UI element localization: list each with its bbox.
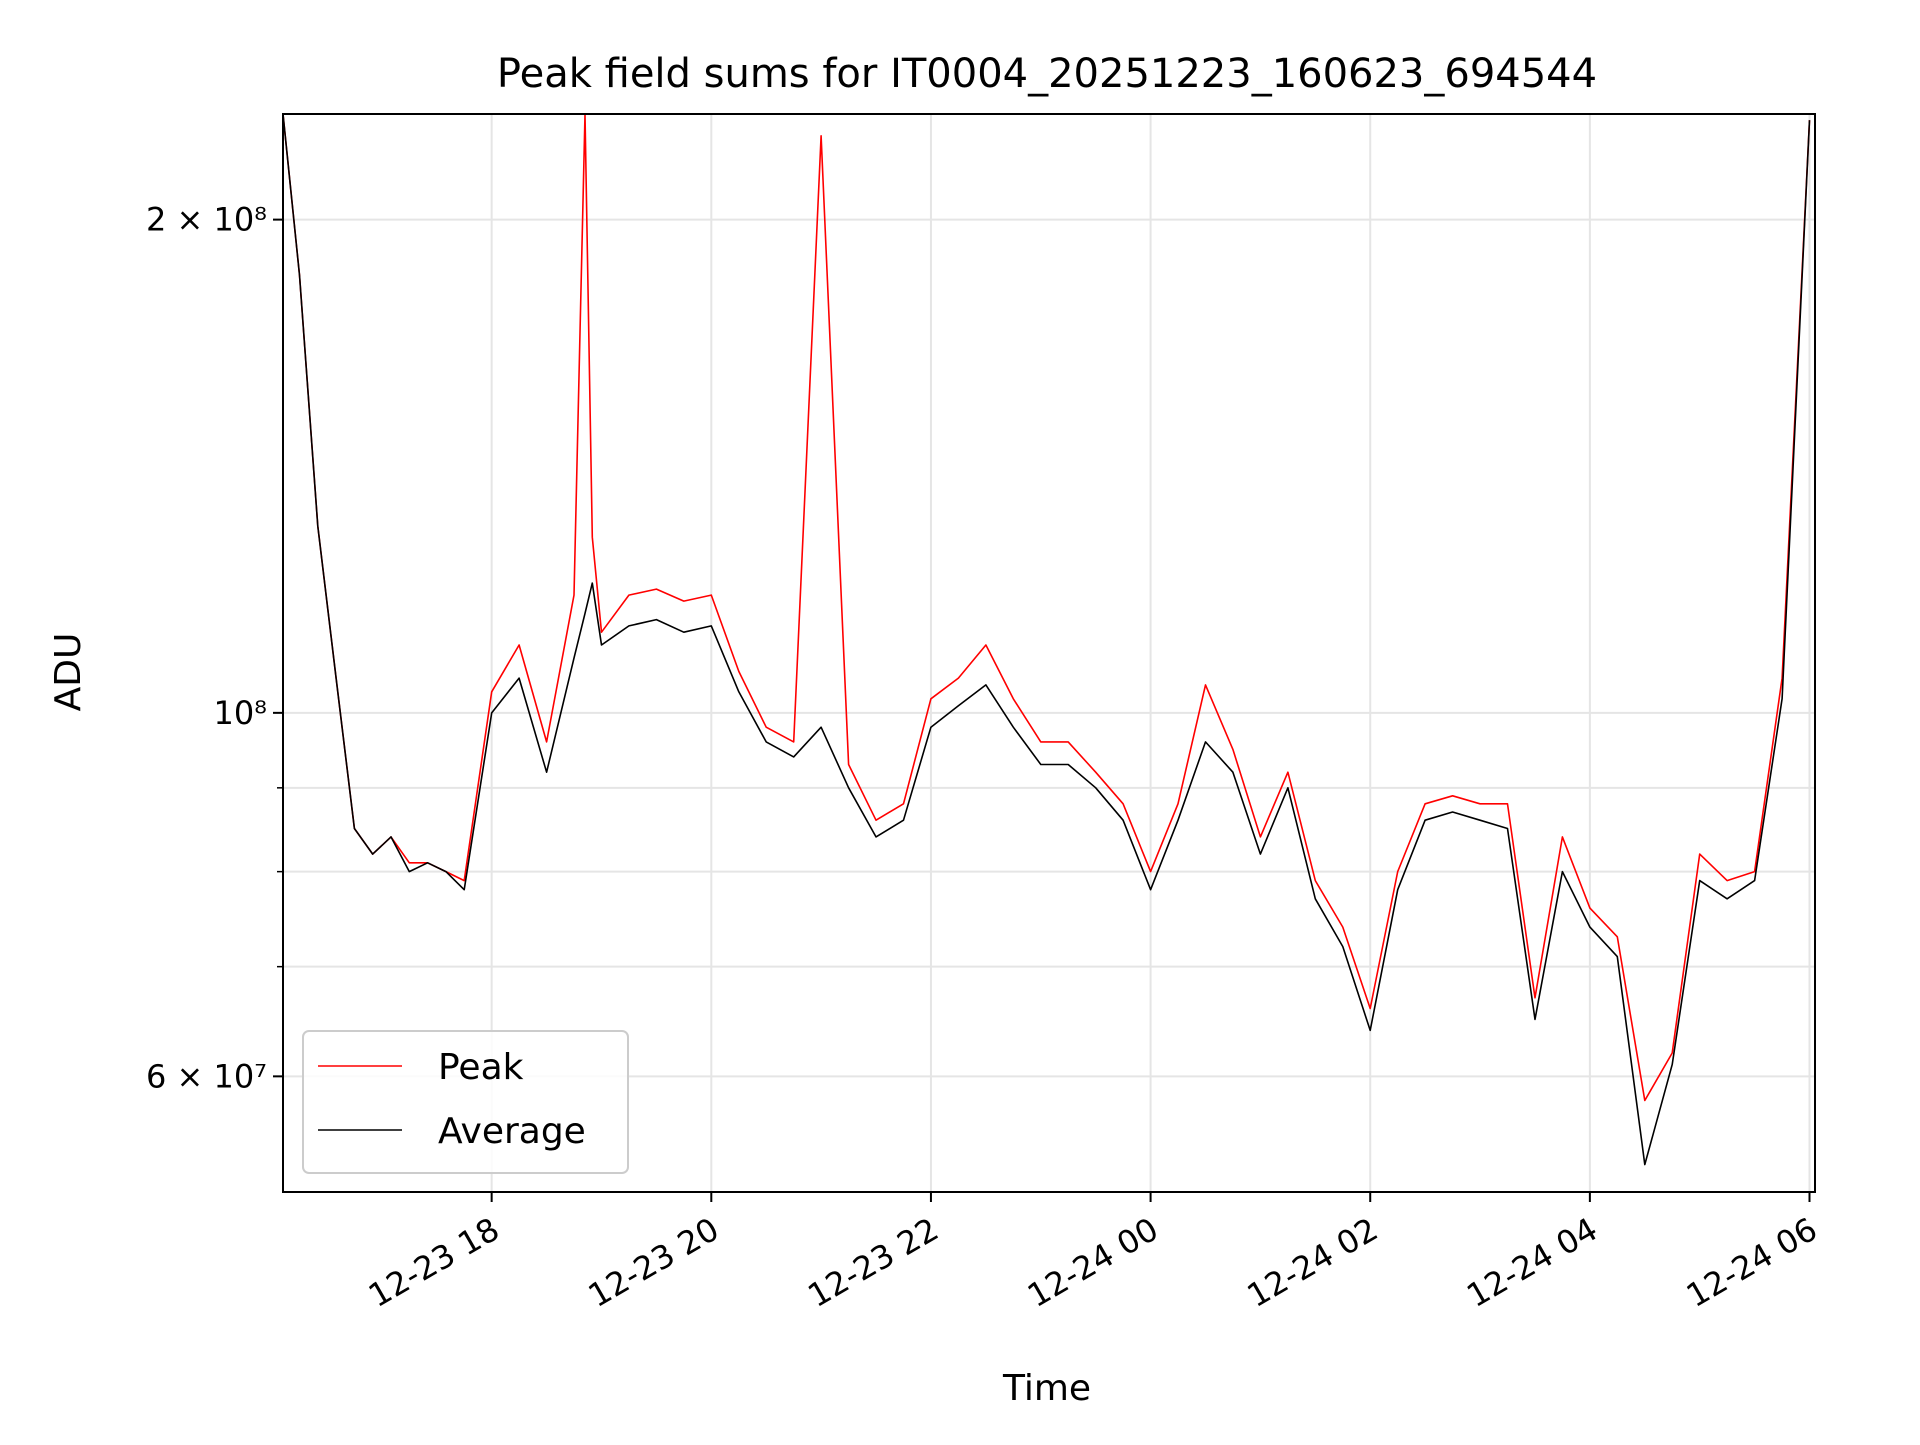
legend-label-average: Average — [438, 1111, 586, 1152]
x-tick-label: 12-24 06 — [1680, 1210, 1824, 1315]
x-tick-label: 12-23 18 — [362, 1210, 506, 1315]
y-axis-ticks: 2 × 10⁸ 10⁸ 6 × 10⁷ — [146, 201, 283, 1095]
x-tick-label: 12-24 00 — [1021, 1210, 1165, 1315]
chart-title: Peak field sums for IT0004_20251223_1606… — [497, 51, 1597, 97]
legend: Peak Average — [302, 1030, 629, 1174]
x-tick-label: 12-24 04 — [1460, 1210, 1604, 1315]
legend-label-peak: Peak — [438, 1047, 524, 1088]
y-tick-label: 6 × 10⁷ — [146, 1057, 267, 1095]
series-line-peak — [283, 114, 1811, 1102]
y-tick-label: 10⁸ — [213, 694, 267, 732]
series-line-average — [283, 114, 1811, 1166]
y-tick-label: 2 × 10⁸ — [146, 201, 267, 239]
x-tick-label: 12-23 20 — [582, 1210, 726, 1315]
y-axis-label: ADU — [48, 633, 89, 712]
x-axis-label: Time — [1002, 1368, 1091, 1409]
x-axis-ticks: 12-23 18 12-23 20 12-23 22 12-24 00 12-24 02… — [362, 1192, 1824, 1315]
x-tick-label: 12-24 02 — [1241, 1210, 1385, 1315]
plot-series — [283, 114, 1811, 1166]
plot-frame — [282, 113, 1816, 1193]
x-tick-label: 12-23 22 — [801, 1210, 945, 1315]
